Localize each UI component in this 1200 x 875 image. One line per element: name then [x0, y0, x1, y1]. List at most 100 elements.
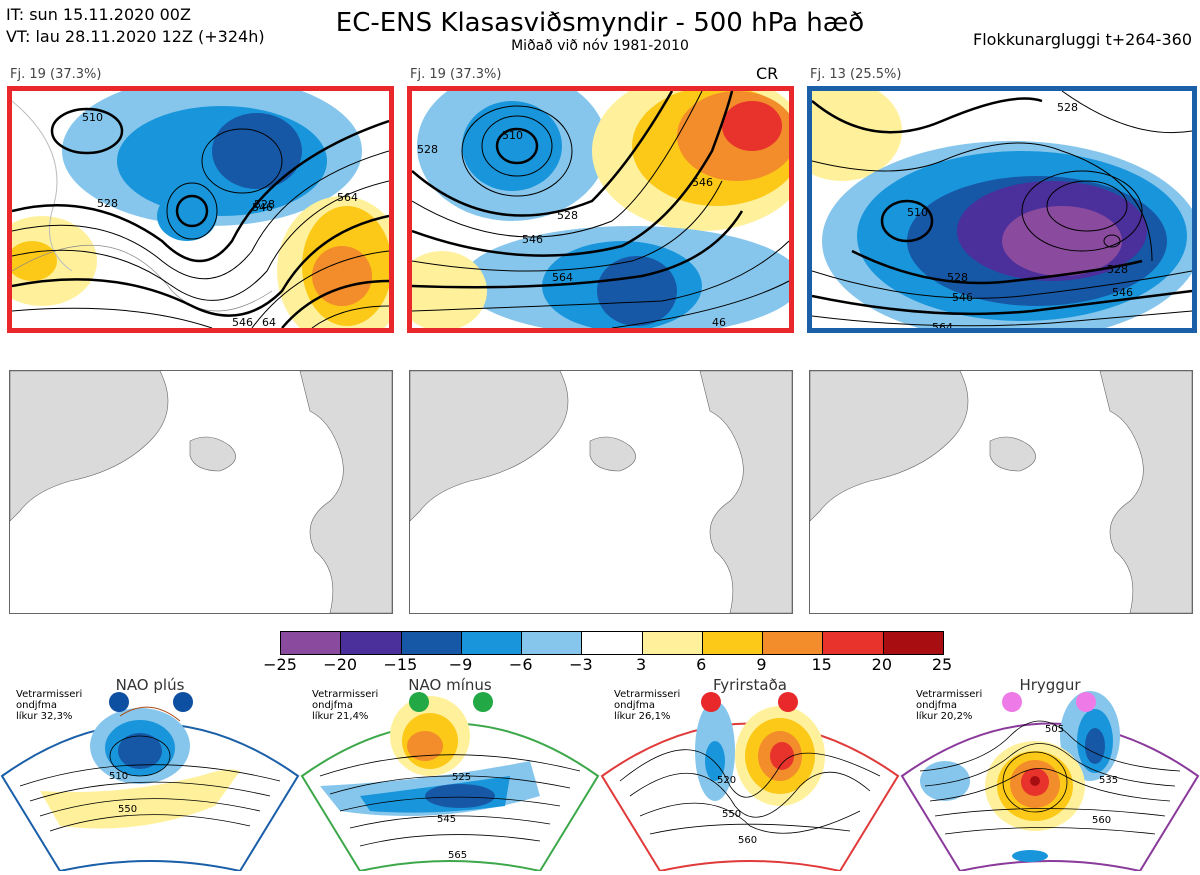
colorbar-tick-label: 3	[635, 655, 647, 674]
colorbar-segment	[521, 632, 582, 654]
contour-label: 546	[1112, 286, 1133, 299]
colorbar-segment	[400, 632, 461, 654]
contour-label: 564	[552, 271, 573, 284]
contour-label: 564	[932, 321, 953, 328]
contour-label: 564	[337, 191, 358, 204]
cluster-3-map[interactable]: 510 528 546 564 528 546 528	[807, 86, 1197, 333]
colorbar-tick-label: 9	[756, 655, 767, 674]
contour-label: 546	[252, 201, 273, 214]
empty-map-1[interactable]	[9, 370, 393, 614]
cluster-2-tag: CR	[756, 64, 779, 83]
colorbar-segment	[581, 632, 642, 654]
contour-label: 560	[738, 835, 757, 846]
contour-label: 510	[82, 111, 103, 124]
contour-label: 550	[722, 809, 741, 820]
contour-label: 546	[522, 233, 543, 246]
cluster-3-label: Fj. 13 (25.5%)	[810, 67, 902, 82]
initial-time: IT: sun 15.11.2020 00Z	[6, 5, 191, 24]
cluster-1-map[interactable]: 510 528 546 564 546 64 528	[7, 86, 394, 333]
colorbar-tick-label: −15	[383, 655, 418, 674]
contour-label: 520	[717, 775, 736, 786]
colorbar-tick-label: −9	[448, 655, 473, 674]
contour-label: 510	[907, 206, 928, 219]
colorbar-segment	[340, 632, 401, 654]
weather-regimes: 510 550 NAO plús Vetrarmisseri ondjfma l…	[0, 676, 1200, 873]
colorbar-segment	[641, 632, 702, 654]
contour-label: 546	[692, 176, 713, 189]
colorbar-segment	[822, 632, 883, 654]
regime-map: 505 535 560	[900, 691, 1200, 873]
colorbar-tick-label: −25	[263, 655, 297, 674]
contour-label: 525	[452, 772, 471, 783]
contour-label: 528	[557, 209, 578, 222]
cluster-2-map[interactable]: 528 528 546 564 546 46 510	[407, 86, 794, 333]
colorbar-segment	[281, 632, 341, 654]
contour-label: 64	[262, 316, 276, 328]
regime-title: Hryggur	[1019, 676, 1081, 694]
page-subtitle: Miðað við nóv 1981-2010	[511, 38, 689, 54]
regime-title: Fyrirstaða	[713, 676, 787, 694]
regime-climatology: Vetrarmisseri ondjfma líkur 26,1%	[614, 689, 681, 722]
regime-nao-minus[interactable]: 525 545 565 NAO mínus Vetrarmisseri ondj…	[300, 676, 600, 873]
empty-map-3[interactable]	[809, 370, 1193, 614]
valid-time: VT: lau 28.11.2020 12Z (+324h)	[6, 27, 265, 46]
contour-label: 550	[118, 804, 137, 815]
contour-label: 565	[448, 850, 467, 861]
contour-label: 528	[947, 271, 968, 284]
land-outline	[410, 371, 792, 613]
cluster-window: Flokkunargluggi t+264-360	[973, 30, 1192, 49]
regime-climatology: Vetrarmisseri ondjfma líkur 20,2%	[916, 689, 983, 722]
header-info: IT: sun 15.11.2020 00Z VT: lau 28.11.202…	[6, 4, 265, 48]
regime-dot	[173, 692, 193, 712]
regime-map: 520 550 560	[600, 692, 900, 873]
regime-dot	[701, 692, 721, 712]
contour-label: 528	[97, 197, 118, 210]
contour-label: 546	[952, 291, 973, 304]
colorbar-tick-label: 20	[871, 655, 892, 674]
colorbar-segment	[882, 632, 943, 654]
contour-label: 545	[437, 814, 456, 825]
regime-map: 510 550	[0, 692, 300, 873]
contour-label: 528	[1107, 263, 1128, 276]
regime-dot	[473, 692, 493, 712]
cluster-3-anomaly-plot: 510 528 546 564 528 546 528	[812, 91, 1192, 328]
regime-dot	[1076, 692, 1096, 712]
colorbar-tick-label: 25	[931, 655, 953, 674]
colorbar-tick-label: 6	[696, 655, 707, 674]
regime-map: 525 545 565	[300, 692, 600, 873]
contour-label: 505	[1045, 724, 1064, 735]
colorbar-tick-label: 15	[811, 655, 832, 674]
colorbar-labels: −25 −20 −15 −9 −6 −3 3 6 9 15 20 25	[263, 655, 952, 675]
cluster-1-anomaly-plot: 510 528 546 564 546 64 528	[12, 91, 389, 328]
regime-climatology: Vetrarmisseri ondjfma líkur 32,3%	[16, 689, 83, 722]
land-outline	[10, 371, 392, 613]
colorbar-segment	[460, 632, 522, 654]
cluster-1-label: Fj. 19 (37.3%)	[10, 67, 102, 82]
colorbar-tick-label: −6	[508, 655, 533, 674]
contour-label: 528	[254, 198, 275, 211]
land-outline	[810, 371, 1192, 613]
contour-label: 510	[109, 771, 128, 782]
empty-map-2[interactable]	[409, 370, 793, 614]
contour-label: 528	[1057, 101, 1078, 114]
regime-dot	[1002, 692, 1022, 712]
cluster-2-anomaly-plot: 528 528 546 564 546 46 510	[412, 91, 789, 328]
regime-blocking[interactable]: 520 550 560 Fyrirstaða Vetrarmisseri ond…	[600, 676, 900, 873]
regime-ridge[interactable]: 505 535 560 Hryggur Vetrarmisseri ondjfm…	[900, 676, 1200, 873]
cluster-2-label: Fj. 19 (37.3%)	[410, 67, 502, 82]
colorbar-segment	[701, 632, 763, 654]
colorbar-tick-label: −20	[323, 655, 358, 674]
colorbar-tick-label: −3	[569, 655, 593, 674]
contour-label: 528	[417, 143, 438, 156]
contour-label: 560	[1092, 815, 1111, 826]
regime-climatology: Vetrarmisseri ondjfma líkur 21,4%	[312, 689, 379, 722]
regime-dot	[109, 692, 129, 712]
regime-dot	[409, 692, 429, 712]
contour-label: 510	[502, 129, 523, 142]
colorbar	[280, 631, 944, 655]
regime-nao-plus[interactable]: 510 550 NAO plús Vetrarmisseri ondjfma l…	[0, 676, 300, 873]
contour-label: 535	[1099, 775, 1118, 786]
page-title: EC-ENS Klasasviðsmyndir - 500 hPa hæð	[335, 8, 865, 38]
contour-label: 46	[712, 316, 726, 328]
regime-title: NAO mínus	[408, 676, 492, 694]
